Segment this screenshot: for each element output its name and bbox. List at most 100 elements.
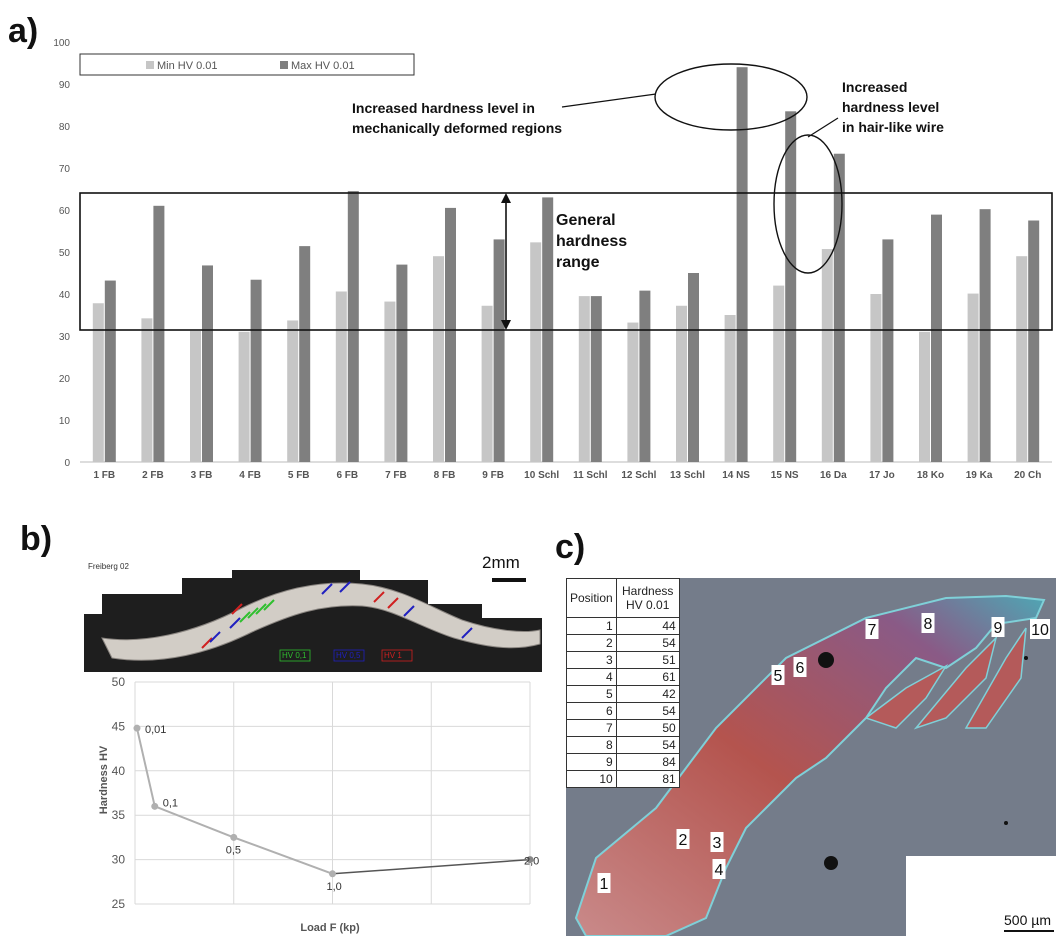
legend-hv-1: HV 1 bbox=[384, 651, 402, 660]
y-tick-label: 10 bbox=[59, 416, 71, 427]
bar-min-hv bbox=[141, 318, 153, 462]
deformed-pointer-line bbox=[561, 93, 657, 108]
legend-label-max: Max HV 0.01 bbox=[291, 60, 355, 72]
indent-mark bbox=[387, 597, 399, 609]
bar-max-hv bbox=[445, 207, 456, 462]
x-tick-label: 19 Ka bbox=[966, 470, 993, 481]
indent-mark bbox=[461, 627, 473, 639]
data-point bbox=[230, 833, 238, 841]
table-cell-hardness: 54 bbox=[615, 736, 680, 754]
bar-min-hv bbox=[821, 249, 833, 462]
table-cell-hardness: 44 bbox=[615, 617, 680, 635]
legend-hv-05: HV 0,5 bbox=[336, 651, 361, 660]
bar-min-hv bbox=[1016, 256, 1028, 462]
bar-min-hv bbox=[676, 305, 687, 462]
y-tick-label: 0 bbox=[64, 458, 70, 469]
panel-label-a: a) bbox=[8, 12, 39, 50]
point-label: 0,5 bbox=[226, 844, 241, 856]
indent-mark bbox=[239, 611, 251, 623]
x-tick-label: 17 Jo bbox=[869, 470, 895, 481]
position-marker: 3 bbox=[713, 835, 722, 852]
table-cell-position: 1 bbox=[566, 617, 617, 635]
micrograph-white-corner bbox=[906, 856, 1056, 936]
bar-max-hv bbox=[250, 279, 262, 462]
y-tick-label: 60 bbox=[59, 206, 71, 217]
scale-bar-c-label: 500 µm bbox=[1004, 912, 1051, 928]
table-cell-hardness: 54 bbox=[615, 702, 680, 720]
y-tick-label: 40 bbox=[112, 764, 126, 778]
bar-max-hv bbox=[688, 273, 699, 462]
bar-min-hv bbox=[384, 301, 396, 462]
wire-annotation-line-1: Increased bbox=[842, 79, 907, 95]
point-label: 1,0 bbox=[327, 881, 342, 893]
deformed-annotation-line-1: Increased hardness level in bbox=[352, 100, 535, 116]
table-row: 7 50 bbox=[566, 719, 680, 737]
indent-mark bbox=[321, 583, 333, 595]
x-tick-label: 1 FB bbox=[93, 470, 115, 481]
bar-max-hv bbox=[736, 67, 748, 462]
position-marker: 5 bbox=[774, 668, 783, 685]
x-tick-label: 3 FB bbox=[191, 470, 213, 481]
x-tick-label: 16 Da bbox=[820, 470, 847, 481]
point-label: 0,1 bbox=[163, 797, 178, 809]
bar-max-hv bbox=[590, 296, 602, 462]
position-marker-bg bbox=[676, 829, 690, 849]
table-row: 3 51 bbox=[566, 651, 680, 669]
y-tick-label: 80 bbox=[59, 122, 71, 133]
legend-hv-05-box bbox=[333, 649, 365, 662]
x-tick-label: 2 FB bbox=[142, 470, 164, 481]
legend-swatch-max bbox=[280, 61, 288, 69]
position-marker-bg bbox=[771, 665, 785, 685]
table-cell-hardness: 81 bbox=[615, 770, 680, 788]
point-label: 2,0 bbox=[524, 856, 539, 868]
data-point bbox=[151, 802, 159, 810]
position-marker-bg bbox=[921, 613, 935, 633]
bar-max-hv bbox=[979, 209, 991, 462]
bar-min-hv bbox=[724, 315, 736, 462]
indent-mark bbox=[373, 591, 385, 603]
bar-max-hv bbox=[493, 239, 505, 462]
indent-mark bbox=[229, 617, 241, 629]
bar-max-hv bbox=[396, 264, 408, 462]
y-tick-label: 30 bbox=[59, 332, 71, 343]
hardness-line bbox=[135, 727, 333, 875]
table-cell-hardness: 51 bbox=[615, 651, 680, 669]
wire-annotation-line-2: hardness level bbox=[842, 99, 939, 115]
bar-max-hv bbox=[153, 205, 165, 463]
position-marker-bg bbox=[710, 832, 724, 852]
x-tick-label: 14 NS bbox=[722, 470, 750, 481]
scale-bar-b bbox=[492, 578, 526, 582]
bar-max-hv bbox=[299, 246, 311, 462]
bar-min-hv bbox=[190, 330, 201, 462]
y-tick-label: 50 bbox=[59, 248, 71, 259]
y-tick-label: 50 bbox=[112, 675, 126, 689]
y-axis-title: Hardness HV bbox=[98, 745, 110, 814]
hardness-line-last-segment bbox=[332, 858, 531, 875]
position-marker: 1 bbox=[600, 876, 609, 893]
wire-annotation-line-3: in hair-like wire bbox=[842, 119, 944, 135]
table-cell-position: 8 bbox=[566, 736, 617, 754]
indent-mark bbox=[339, 581, 351, 593]
scale-bar-b-label: 2mm bbox=[482, 553, 520, 572]
indent-mark bbox=[263, 599, 275, 611]
position-marker: 2 bbox=[679, 832, 688, 849]
y-tick-label: 40 bbox=[59, 290, 71, 301]
table-cell-position: 3 bbox=[566, 651, 617, 669]
bar-min-hv bbox=[870, 294, 882, 462]
bar-max-hv bbox=[882, 239, 894, 462]
x-tick-label: 8 FB bbox=[434, 470, 456, 481]
x-tick-label: 15 NS bbox=[771, 470, 799, 481]
bar-min-hv bbox=[335, 291, 347, 462]
load-hardness-line-chart: 25 30 35 40 45 50 0,01 0,1 0,5 1,0 2,0 Hardness H… bbox=[98, 675, 539, 934]
pore-4 bbox=[1024, 656, 1028, 660]
table-row: 1 44 bbox=[566, 617, 680, 635]
legend-hv-01-box bbox=[279, 649, 311, 662]
bar-max-hv bbox=[104, 280, 116, 462]
bar-max-hv bbox=[785, 111, 797, 463]
x-axis-title: Load F (kp) bbox=[300, 922, 360, 934]
x-tick-label: 4 FB bbox=[239, 470, 261, 481]
position-marker-bg bbox=[793, 657, 807, 677]
table-row: 4 61 bbox=[566, 668, 680, 686]
bar-max-hv bbox=[202, 265, 213, 462]
wire-ellipse bbox=[773, 134, 843, 274]
